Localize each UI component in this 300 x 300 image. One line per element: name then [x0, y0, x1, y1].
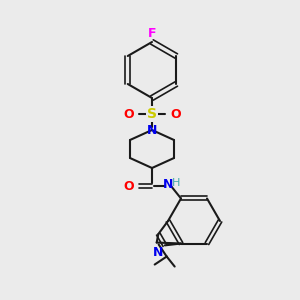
Text: S: S — [147, 107, 157, 121]
Text: N: N — [152, 245, 163, 259]
Text: N: N — [147, 124, 157, 136]
Text: F: F — [148, 27, 156, 40]
Text: O: O — [123, 179, 134, 193]
Text: O: O — [123, 107, 134, 121]
Text: H: H — [172, 178, 180, 188]
Text: N: N — [163, 178, 173, 191]
Text: O: O — [170, 107, 181, 121]
